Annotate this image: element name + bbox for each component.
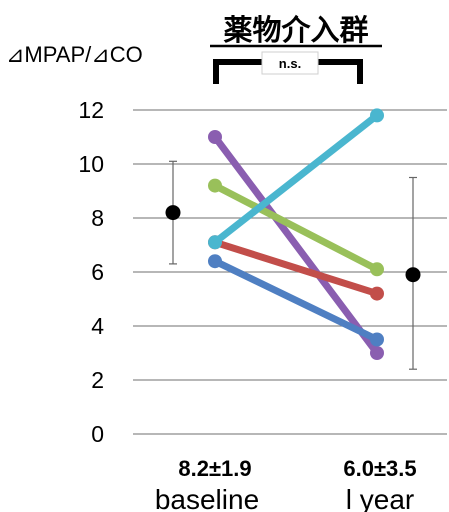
category-label-baseline: baseline bbox=[155, 484, 259, 512]
mean-point bbox=[165, 205, 181, 221]
data-point bbox=[208, 130, 222, 144]
series-5 bbox=[208, 108, 384, 250]
significance-bracket: n.s. bbox=[213, 51, 363, 84]
data-point bbox=[370, 332, 384, 347]
grid bbox=[133, 109, 447, 435]
series-lines bbox=[208, 108, 384, 360]
series-4 bbox=[208, 254, 384, 347]
y-tick-label: 2 bbox=[91, 367, 104, 393]
y-tick-label: 4 bbox=[91, 313, 104, 339]
y-tick-label: 8 bbox=[91, 205, 104, 231]
series-line bbox=[211, 257, 381, 343]
y-tick-label: 0 bbox=[91, 421, 104, 447]
data-point bbox=[370, 108, 384, 123]
data-point bbox=[208, 235, 222, 250]
y-axis-label: ⊿MPAP/⊿CO bbox=[6, 42, 143, 67]
one-year-stat-label: 6.0±3.5 bbox=[343, 456, 416, 481]
data-point bbox=[208, 178, 222, 193]
series-line bbox=[211, 238, 381, 298]
y-tick-label: 12 bbox=[78, 97, 104, 123]
mean-points bbox=[165, 205, 421, 283]
data-point bbox=[208, 254, 222, 269]
chart-title: 薬物介入群 bbox=[223, 13, 368, 47]
series-2 bbox=[208, 178, 384, 277]
data-point bbox=[370, 262, 384, 277]
series-1 bbox=[208, 130, 384, 360]
baseline-stat-label: 8.2±1.9 bbox=[178, 456, 251, 481]
series-line bbox=[211, 182, 381, 273]
y-tick-label: 6 bbox=[91, 259, 104, 285]
data-point bbox=[370, 346, 384, 360]
significance-label: n.s. bbox=[279, 56, 301, 71]
y-tick-label: 10 bbox=[78, 151, 104, 177]
significance-box bbox=[261, 51, 319, 75]
data-point bbox=[370, 286, 384, 301]
y-tick-labels: 0 2 4 6 8 10 12 bbox=[78, 97, 104, 447]
series-line bbox=[211, 111, 381, 246]
mean-point bbox=[405, 267, 421, 283]
series-line bbox=[211, 133, 381, 357]
category-label-one-year: l year bbox=[346, 484, 414, 512]
